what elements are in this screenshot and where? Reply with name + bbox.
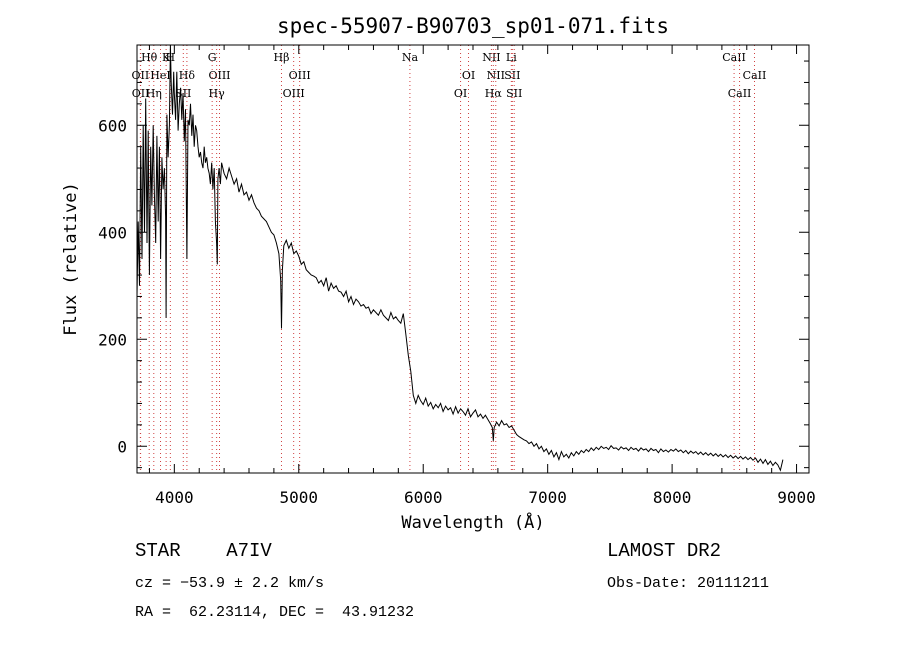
spectral-line-markers: HθOIIOIIHeIHηKHHδSIIGOIIIHγHβOIIIOIIINaO… [132,45,767,473]
y-tick-label: 200 [98,330,127,349]
x-tick-label: 6000 [404,488,443,507]
x-axis-label: Wavelength (Å) [401,511,544,533]
marker-label-21: SII [504,69,520,82]
marker-label-12: Hβ [274,51,290,64]
marker-label-20: NII [487,69,505,82]
spectrum-line [136,44,784,472]
x-axis: 4000 5000 6000 7000 8000 9000 [148,45,816,507]
object-class-text: STAR A7IV [135,540,272,562]
marker-label-18: NII [482,51,500,64]
observation-date-text: Obs-Date: 20111211 [607,575,770,592]
marker-label-11: Hγ [209,87,226,100]
plot-frame [136,44,810,474]
x-tick-label: 5000 [280,488,319,507]
y-tick-label: 400 [98,223,127,242]
marker-label-0: Hθ [141,51,158,64]
marker-label-4: Hη [146,87,162,100]
marker-label-7: Hδ [179,69,196,82]
marker-label-24: CaII [722,51,746,64]
y-tick-label: 600 [98,116,127,135]
coordinates-text: RA = 62.23114, DEC = 43.91232 [135,604,415,621]
x-tick-label: 7000 [528,488,567,507]
marker-label-15: Na [402,51,419,64]
survey-text: LAMOST DR2 [607,540,722,562]
marker-label-14: OIII [283,87,305,100]
marker-label-23: SII [506,87,522,100]
marker-label-1: OII [132,69,150,82]
y-axis-label: Flux (relative) [61,182,81,336]
marker-label-17: OI [454,87,467,100]
marker-label-13: OIII [289,69,311,82]
x-tick-label: 9000 [777,488,816,507]
marker-label-2: OII [132,87,150,100]
marker-label-5: K [162,51,171,64]
marker-label-16: OI [462,69,475,82]
marker-label-19: Li [506,51,517,64]
x-tick-label: 4000 [155,488,194,507]
marker-label-9: G [208,51,217,64]
x-tick-label: 8000 [653,488,692,507]
marker-label-22: Hα [485,87,503,100]
marker-label-25: CaII [743,69,767,82]
marker-label-26: CaII [728,87,752,100]
chart-title: spec-55907-B90703_sp01-071.fits [277,14,669,38]
marker-label-10: OIII [208,69,230,82]
y-axis: 0 200 400 600 [98,60,809,469]
y-tick-label: 0 [117,437,127,456]
marker-label-3: HeI [150,69,170,82]
redshift-text: cz = −53.9 ± 2.2 km/s [135,575,325,592]
